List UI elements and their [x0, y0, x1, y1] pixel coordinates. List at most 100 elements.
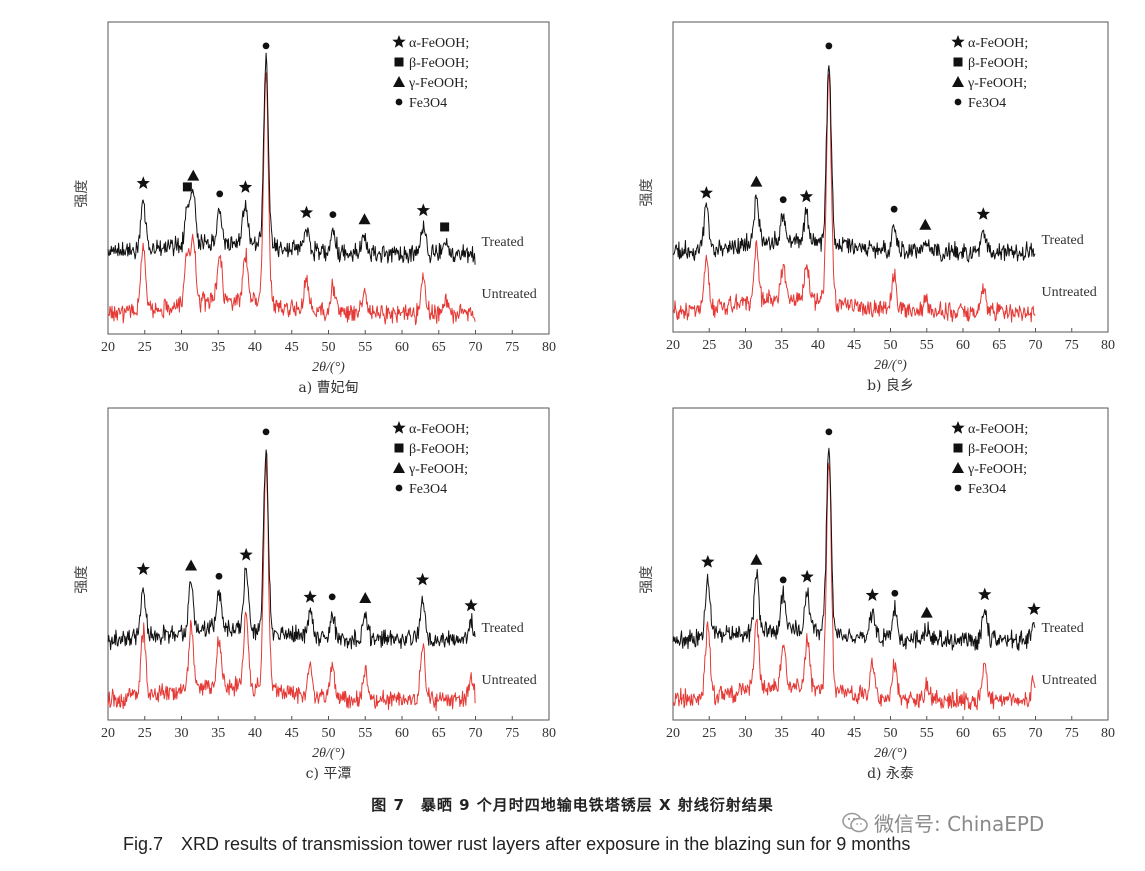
panel-title: c) 平潭 [306, 765, 352, 782]
x-tick-label: 70 [469, 340, 483, 355]
peak-marker [779, 576, 787, 584]
series-untreated-line [107, 72, 476, 326]
peak-marker [978, 587, 992, 601]
x-tick-label: 40 [248, 726, 262, 741]
peak-marker [799, 189, 814, 203]
x-tick-label: 70 [1029, 338, 1043, 353]
x-tick-label: 25 [702, 338, 716, 353]
x-tick-label: 40 [248, 340, 262, 355]
wechat-icon [842, 812, 868, 832]
y-axis-label: 强度 [74, 566, 90, 594]
legend-marker [953, 57, 963, 67]
x-tick-label: 80 [542, 340, 556, 355]
peak-marker [699, 186, 713, 199]
peak-marker [750, 175, 763, 187]
peak-marker [303, 590, 317, 603]
legend-label: α-FeOOH; [968, 422, 1028, 437]
legend-label: β-FeOOH; [968, 56, 1028, 71]
series-label-untreated: Untreated [1042, 673, 1097, 688]
series-label-treated: Treated [482, 621, 524, 636]
peak-marker [891, 589, 899, 597]
legend-label: α-FeOOH; [409, 36, 469, 51]
x-tick-label: 70 [469, 726, 483, 741]
peak-marker [701, 555, 715, 568]
xrd-panel-3: 20 25 30 35 40 45 50 55 60 65 70 75 80 2θ/(°) 强度 c) 平潭 T… [74, 407, 556, 782]
x-tick-label: 80 [542, 726, 556, 741]
x-tick-label: 35 [211, 726, 225, 741]
peak-marker [359, 591, 372, 603]
legend-marker [951, 421, 965, 434]
x-tick-label: 55 [920, 726, 934, 741]
x-tick-label: 75 [505, 340, 519, 355]
legend-label: α-FeOOH; [968, 36, 1028, 51]
legend-marker [395, 484, 403, 492]
x-tick-label: 35 [775, 726, 789, 741]
legend-label: γ-FeOOH; [408, 462, 468, 477]
legend-marker [392, 421, 406, 434]
x-tick-label: 50 [322, 726, 336, 741]
x-tick-label: 65 [992, 338, 1006, 353]
peak-marker [215, 572, 223, 580]
x-tick-label: 80 [1101, 338, 1115, 353]
legend-label: Fe3O4 [968, 96, 1006, 111]
legend-label: Fe3O4 [409, 96, 447, 111]
peak-marker [976, 207, 990, 220]
x-axis-label: 2θ/(°) [874, 746, 907, 761]
peak-marker [825, 428, 833, 436]
x-axis-label: 2θ/(°) [312, 360, 345, 375]
x-tick-label: 70 [1029, 726, 1043, 741]
legend-marker [394, 57, 404, 67]
series-label-untreated: Untreated [1042, 285, 1097, 300]
x-tick-label: 35 [211, 340, 225, 355]
x-tick-label: 50 [322, 340, 336, 355]
series-label-untreated: Untreated [482, 287, 537, 302]
peak-marker [750, 553, 763, 565]
peak-marker [779, 196, 787, 204]
x-tick-label: 75 [505, 726, 519, 741]
peak-marker [136, 562, 150, 575]
x-tick-label: 80 [1101, 726, 1115, 741]
peak-marker [800, 569, 814, 583]
legend-label: Fe3O4 [409, 482, 447, 497]
xrd-panel-1: 20 25 30 35 40 45 50 55 60 65 70 75 80 2θ/(°) 强度 a) 曹妃甸… [74, 21, 556, 396]
legend-marker [952, 462, 964, 473]
legend-label: β-FeOOH; [409, 442, 469, 457]
peak-marker [238, 180, 253, 193]
peak-marker [919, 218, 932, 230]
series-treated-line [107, 449, 476, 651]
series-label-treated: Treated [1042, 233, 1084, 248]
legend-marker [954, 98, 962, 106]
x-tick-label: 60 [956, 726, 970, 741]
figure-caption-english: Fig.7 XRD results of transmission tower … [123, 834, 911, 854]
peak-marker [464, 598, 478, 612]
peak-marker [358, 213, 371, 225]
legend-label: Fe3O4 [968, 482, 1006, 497]
x-tick-label: 25 [138, 726, 152, 741]
x-tick-label: 50 [884, 338, 898, 353]
x-tick-label: 25 [138, 340, 152, 355]
peak-marker [182, 182, 192, 192]
xrd-panel-4: 20 25 30 35 40 45 50 55 60 65 70 75 80 2θ/(°) 强度 d) 永泰 T… [639, 407, 1115, 782]
figure-caption-chinese: 图 7 暴晒 9 个月时四地输电铁塔锈层 X 射线衍射结果 [371, 796, 774, 814]
peak-marker [890, 205, 898, 213]
x-tick-label: 65 [432, 340, 446, 355]
series-treated-line [672, 447, 1036, 651]
y-axis-label: 强度 [74, 180, 90, 208]
peak-marker [416, 203, 430, 217]
legend-marker [392, 35, 406, 48]
series-untreated-line [107, 456, 476, 712]
x-tick-label: 20 [101, 340, 115, 355]
x-tick-label: 20 [666, 726, 680, 741]
x-tick-label: 75 [1065, 338, 1079, 353]
peak-marker [440, 222, 450, 232]
x-tick-label: 20 [666, 338, 680, 353]
peak-marker [329, 211, 337, 219]
legend-label: β-FeOOH; [968, 442, 1028, 457]
legend-marker [953, 443, 963, 453]
watermark-text: 微信号: ChinaEPD [874, 812, 1045, 836]
x-tick-label: 65 [992, 726, 1006, 741]
panel-title: a) 曹妃甸 [298, 380, 358, 396]
legend-label: α-FeOOH; [409, 422, 469, 437]
peak-marker [262, 428, 270, 436]
